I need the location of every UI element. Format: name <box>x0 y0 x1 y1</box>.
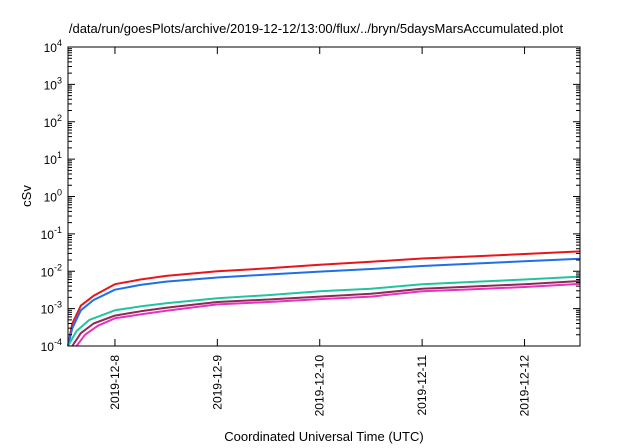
y-tick-label: 100 <box>44 188 62 205</box>
x-tick-label: 2019-12-9 <box>210 355 224 410</box>
y-tick-label: 102 <box>44 113 62 130</box>
series-line-2 <box>67 257 581 347</box>
y-tick-label: 101 <box>44 150 62 167</box>
y-tick-label: 104 <box>44 38 62 55</box>
y-tick-label: 10-4 <box>41 337 62 354</box>
y-axis-label: cSv <box>19 185 34 207</box>
series-line-5 <box>75 282 581 347</box>
plot-series <box>67 250 581 347</box>
x-tick-label: 2019-12-11 <box>415 355 429 416</box>
series-line-1 <box>67 250 581 347</box>
x-tick-label: 2019-12-10 <box>313 355 327 417</box>
x-tick-label: 2019-12-8 <box>108 355 122 410</box>
x-tick-label: 2019-12-12 <box>518 355 532 417</box>
series-line-3 <box>67 275 581 347</box>
chart-title: /data/run/goesPlots/archive/2019-12-12/1… <box>69 21 564 36</box>
y-tick-label: 103 <box>44 75 62 92</box>
y-axis-ticks: 10-4 10-3 10-2 10-1 100 101 102 103 104 <box>41 38 580 354</box>
y-tick-label: 10-1 <box>41 225 62 242</box>
x-axis-label: Coordinated Universal Time (UTC) <box>224 429 423 444</box>
y-tick-label: 10-3 <box>41 300 62 317</box>
y-tick-label: 10-2 <box>41 262 62 279</box>
plot-frame <box>67 46 581 347</box>
x-axis-ticks: 2019-12-8 2019-12-9 2019-12-10 2019-12-11 20… <box>108 47 532 416</box>
series-line-4 <box>71 280 581 347</box>
